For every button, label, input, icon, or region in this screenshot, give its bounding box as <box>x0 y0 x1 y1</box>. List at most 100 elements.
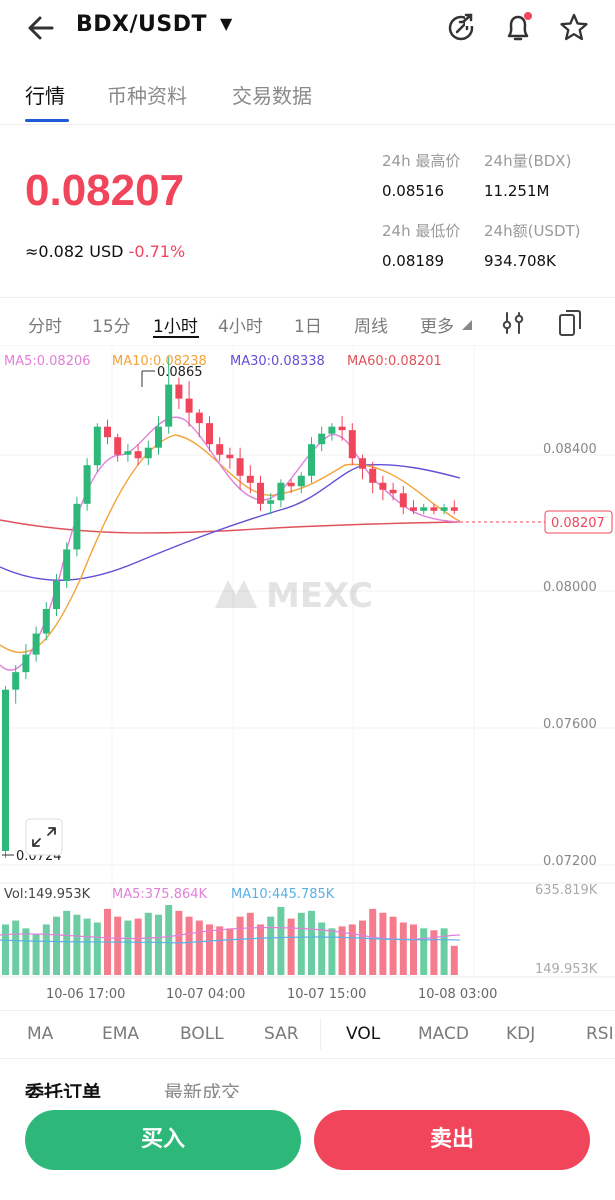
volume-bar <box>420 928 428 975</box>
y-axis-label: 0.08000 <box>543 580 597 595</box>
divider <box>0 297 615 298</box>
price-change: -0.71% <box>128 242 186 261</box>
period-4h[interactable]: 4小时 <box>218 317 263 337</box>
candle-body <box>144 447 152 459</box>
high-value: 0.08516 <box>382 182 445 200</box>
tab-market[interactable]: 行情 <box>25 84 65 108</box>
candle-body <box>22 654 30 673</box>
volume-bar <box>195 920 203 975</box>
period-week[interactable]: 周线 <box>354 317 388 337</box>
volume-bar <box>134 918 142 975</box>
tab-trade-data[interactable]: 交易数据 <box>232 84 312 108</box>
candle-body <box>185 398 193 413</box>
mexc-watermark: MEXC <box>215 576 373 616</box>
pair-title[interactable]: BDX/USDT <box>76 12 208 37</box>
volume-bar <box>308 910 315 975</box>
volume-value: 11.251M <box>484 182 550 200</box>
period-1d[interactable]: 1日 <box>294 317 322 337</box>
candle-body <box>297 475 305 487</box>
volume-bar <box>287 918 295 975</box>
chart-grid <box>0 345 615 978</box>
candle-body <box>450 507 458 511</box>
ma60-line <box>0 519 461 534</box>
candlestick-chart[interactable]: MEXC MA5:0.08206 MA10:0.08238 MA30:0.083… <box>0 345 615 1010</box>
volume-bar <box>410 924 417 975</box>
candle-body <box>287 482 295 487</box>
expand-icon[interactable] <box>25 818 63 856</box>
low-label: 24h 最低价 <box>382 222 461 240</box>
candle-body <box>155 426 162 448</box>
volume-bar <box>338 926 346 975</box>
divider <box>0 1010 615 1011</box>
fullscreen-switch-icon[interactable] <box>556 308 584 338</box>
period-1h[interactable]: 1小时 <box>153 317 198 337</box>
volume-bar <box>257 924 264 975</box>
divider <box>0 1058 615 1059</box>
volume-bar <box>267 916 275 975</box>
sell-button[interactable]: 卖出 <box>314 1110 590 1170</box>
indicator-sar[interactable]: SAR <box>264 1024 299 1044</box>
vol-ma5-label: MA5:375.864K <box>112 887 208 902</box>
candle-body <box>63 549 71 581</box>
candle-body <box>195 412 203 424</box>
ma60-legend: MA60:0.08201 <box>347 354 442 369</box>
candle-body <box>440 507 448 511</box>
indicator-boll[interactable]: BOLL <box>180 1024 224 1044</box>
max-price-label: 0.0865 <box>157 365 203 380</box>
dropdown-caret-icon[interactable]: ▼ <box>220 14 233 33</box>
volume-label: 24h量(BDX) <box>484 152 572 170</box>
volume-bar <box>22 928 30 975</box>
share-icon[interactable] <box>443 10 479 46</box>
period-timeline[interactable]: 分时 <box>28 317 62 337</box>
usd-price-line: ≈0.082 USD -0.71% <box>25 242 185 261</box>
indicator-macd[interactable]: MACD <box>418 1024 469 1044</box>
watermark-text: MEXC <box>266 576 373 616</box>
indicator-divider <box>320 1018 321 1050</box>
period-15m[interactable]: 15分 <box>92 317 131 337</box>
indicator-ema[interactable]: EMA <box>102 1024 140 1044</box>
candle-body <box>226 454 234 459</box>
y-axis-label: 0.07200 <box>543 854 597 869</box>
tab-coin-info[interactable]: 币种资料 <box>107 84 187 108</box>
low-value: 0.08189 <box>382 252 445 270</box>
candle-body <box>430 507 438 511</box>
divider <box>0 124 615 125</box>
volume-bar <box>144 912 152 975</box>
volume-bar <box>12 920 20 975</box>
star-icon[interactable] <box>556 10 592 46</box>
period-more[interactable]: 更多 <box>420 317 454 337</box>
time-label: 10-07 04:00 <box>166 987 245 1002</box>
volume-bar <box>389 916 397 975</box>
volume-bar <box>2 924 9 975</box>
back-arrow-icon[interactable] <box>22 10 58 46</box>
candle-body <box>257 482 264 504</box>
ma10-line <box>0 434 461 654</box>
candle-body <box>359 458 366 469</box>
volume-bar <box>63 910 71 975</box>
volume-bar <box>124 920 132 975</box>
candle-body <box>318 433 326 445</box>
candle-body <box>369 468 377 483</box>
ma10-legend: MA10:0.08238 <box>112 354 207 369</box>
volume-bar <box>297 912 305 975</box>
candle-body <box>410 507 417 511</box>
vol-label: Vol:149.953K <box>4 887 91 902</box>
volume-bar <box>348 924 356 975</box>
candle-body <box>267 500 275 504</box>
indicator-settings-icon[interactable] <box>500 310 526 336</box>
candle-body <box>2 689 9 851</box>
candle-body <box>246 475 254 483</box>
time-label: 10-07 15:00 <box>287 987 366 1002</box>
bell-icon[interactable] <box>500 10 536 46</box>
volume-bar <box>369 908 377 975</box>
indicator-rsi[interactable]: RSI <box>586 1024 614 1044</box>
indicator-kdj[interactable]: KDJ <box>506 1024 536 1044</box>
buy-button[interactable]: 买入 <box>25 1110 301 1170</box>
candle-body <box>348 430 356 459</box>
indicator-vol[interactable]: VOL <box>346 1024 381 1044</box>
candle-body <box>134 451 142 459</box>
indicator-ma[interactable]: MA <box>27 1024 54 1044</box>
volume-bar <box>73 914 81 975</box>
ma5-line <box>0 416 461 671</box>
candle-body <box>53 580 60 610</box>
